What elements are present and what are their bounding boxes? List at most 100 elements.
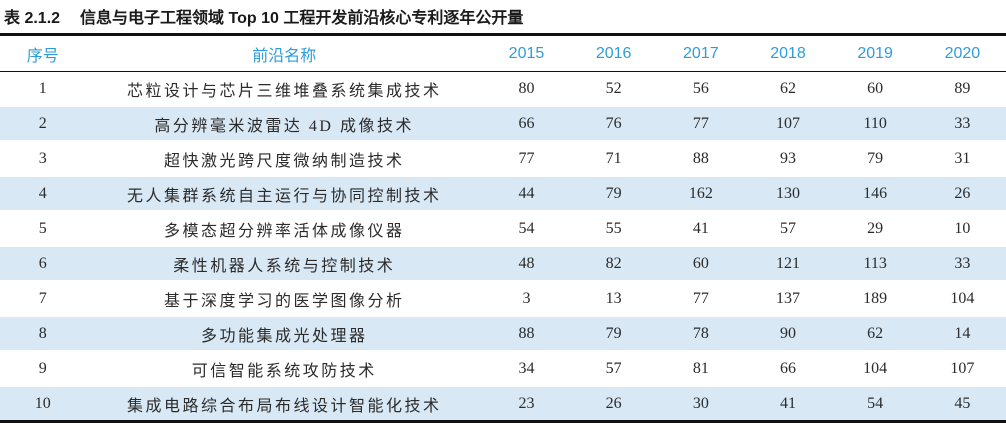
frontier-name-cell: 集成电路综合布局布线设计智能化技术 (85, 385, 483, 423)
value-cell-2019: 189 (863, 289, 888, 307)
value-cell-2016: 55 (605, 219, 622, 237)
value-cell-2015: 34 (518, 359, 535, 377)
value-cell-2019: 54 (831, 385, 919, 423)
value-cell-2016: 71 (605, 149, 622, 167)
column-header-2017: 2017 (657, 34, 745, 72)
value-cell-2016: 13 (605, 289, 622, 307)
value-cell-2018: 130 (744, 175, 832, 212)
value-cell-2016: 26 (570, 385, 658, 423)
value-cell-2016: 79 (570, 175, 658, 212)
value-cell-2020: 31 (954, 149, 971, 167)
value-cell-2016: 52 (605, 79, 622, 97)
column-header-frontier: 前沿名称 (85, 34, 483, 72)
column-header-2015: 2015 (482, 34, 571, 72)
value-cell-2015: 88 (482, 315, 571, 352)
table-row: 9 可信智能系统攻防技术 34 57 81 66 104 107 (0, 351, 1006, 386)
column-header-2020: 2020 (918, 34, 1006, 72)
row-index-cell: 8 (0, 315, 86, 352)
frontier-name-cell: 芯粒设计与芯片三维堆叠系统集成技术 (126, 82, 442, 100)
frontier-name-cell: 无人集群系统自主运行与协同控制技术 (85, 175, 483, 212)
value-cell-2015: 48 (482, 245, 571, 282)
frontier-name-cell: 多功能集成光处理器 (85, 315, 483, 352)
value-cell-2020: 14 (918, 315, 1006, 352)
value-cell-2016: 76 (570, 105, 658, 142)
table-row: 3 超快激光跨尺度微纳制造技术 77 71 88 93 79 31 (0, 141, 1006, 176)
table-row: 8 多功能集成光处理器 88 79 78 90 62 14 (0, 315, 1006, 352)
value-cell-2018: 90 (744, 315, 832, 352)
table-number: 表 2.1.2 (4, 10, 61, 27)
value-cell-2017: 77 (692, 289, 709, 307)
value-cell-2016: 82 (570, 245, 658, 282)
value-cell-2015: 66 (482, 105, 571, 142)
value-cell-2019: 29 (867, 219, 884, 237)
table-header-row: 序号 前沿名称 2015 2016 2017 2018 2019 2020 (0, 34, 1006, 72)
row-index-cell: 10 (0, 385, 86, 423)
row-index-cell: 9 (38, 359, 47, 377)
row-index-cell: 7 (38, 289, 47, 307)
frontier-name-cell: 柔性机器人系统与控制技术 (85, 245, 483, 282)
value-cell-2017: 56 (692, 79, 709, 97)
value-cell-2018: 107 (744, 105, 832, 142)
column-header-index: 序号 (0, 34, 86, 72)
value-cell-2019: 60 (867, 79, 884, 97)
frontier-name-cell: 可信智能系统攻防技术 (191, 362, 377, 380)
row-index-cell: 4 (0, 175, 86, 212)
value-cell-2017: 88 (692, 149, 709, 167)
value-cell-2020: 45 (918, 385, 1006, 423)
table-row: 1 芯粒设计与芯片三维堆叠系统集成技术 80 52 56 62 60 89 (0, 72, 1006, 107)
row-index-cell: 6 (0, 245, 86, 282)
row-index-cell: 2 (0, 105, 86, 142)
row-index-cell: 1 (38, 79, 47, 97)
value-cell-2019: 146 (831, 175, 919, 212)
row-index-cell: 3 (38, 149, 47, 167)
value-cell-2015: 44 (482, 175, 571, 212)
value-cell-2018: 66 (779, 359, 796, 377)
value-cell-2015: 3 (522, 289, 531, 307)
value-cell-2018: 41 (744, 385, 832, 423)
table-row: 6 柔性机器人系统与控制技术 48 82 60 121 113 33 (0, 245, 1006, 282)
value-cell-2017: 77 (657, 105, 745, 142)
table-caption: 表 2.1.2 信息与电子工程领域 Top 10 工程开发前沿核心专利逐年公开量 (0, 0, 1006, 33)
value-cell-2020: 107 (950, 359, 975, 377)
value-cell-2017: 78 (657, 315, 745, 352)
value-cell-2017: 81 (692, 359, 709, 377)
value-cell-2020: 33 (918, 105, 1006, 142)
frontier-name-cell: 超快激光跨尺度微纳制造技术 (163, 152, 405, 170)
value-cell-2019: 62 (831, 315, 919, 352)
value-cell-2020: 104 (950, 289, 975, 307)
frontier-name-cell: 多模态超分辨率活体成像仪器 (163, 222, 405, 240)
value-cell-2018: 121 (744, 245, 832, 282)
frontier-name-cell: 基于深度学习的医学图像分析 (163, 292, 405, 310)
table-row: 5 多模态超分辨率活体成像仪器 54 55 41 57 29 10 (0, 211, 1006, 246)
value-cell-2015: 23 (482, 385, 571, 423)
value-cell-2019: 104 (863, 359, 888, 377)
value-cell-2016: 79 (570, 315, 658, 352)
value-cell-2019: 113 (831, 245, 919, 282)
value-cell-2017: 41 (692, 219, 709, 237)
table-row: 4 无人集群系统自主运行与协同控制技术 44 79 162 130 146 26 (0, 175, 1006, 212)
column-header-2016: 2016 (570, 34, 658, 72)
table-title: 信息与电子工程领域 Top 10 工程开发前沿核心专利逐年公开量 (80, 10, 524, 27)
value-cell-2018: 93 (779, 149, 796, 167)
table-row: 7 基于深度学习的医学图像分析 3 13 77 137 189 104 (0, 281, 1006, 316)
value-cell-2017: 60 (657, 245, 745, 282)
table-row: 2 高分辨毫米波雷达 4D 成像技术 66 76 77 107 110 33 (0, 105, 1006, 142)
value-cell-2015: 54 (518, 219, 535, 237)
value-cell-2017: 30 (657, 385, 745, 423)
value-cell-2020: 89 (954, 79, 971, 97)
value-cell-2020: 26 (918, 175, 1006, 212)
value-cell-2018: 137 (775, 289, 800, 307)
row-index-cell: 5 (38, 219, 47, 237)
value-cell-2019: 110 (831, 105, 919, 142)
table-body: 1 芯粒设计与芯片三维堆叠系统集成技术 80 52 56 62 60 89 2 … (0, 72, 1006, 423)
column-header-2019: 2019 (831, 34, 919, 72)
value-cell-2020: 10 (954, 219, 971, 237)
value-cell-2015: 80 (518, 79, 535, 97)
value-cell-2018: 57 (779, 219, 796, 237)
column-header-2018: 2018 (744, 34, 832, 72)
value-cell-2020: 33 (918, 245, 1006, 282)
value-cell-2019: 79 (867, 149, 884, 167)
table-row: 10 集成电路综合布局布线设计智能化技术 23 26 30 41 54 45 (0, 385, 1006, 423)
value-cell-2015: 77 (518, 149, 535, 167)
value-cell-2017: 162 (657, 175, 745, 212)
